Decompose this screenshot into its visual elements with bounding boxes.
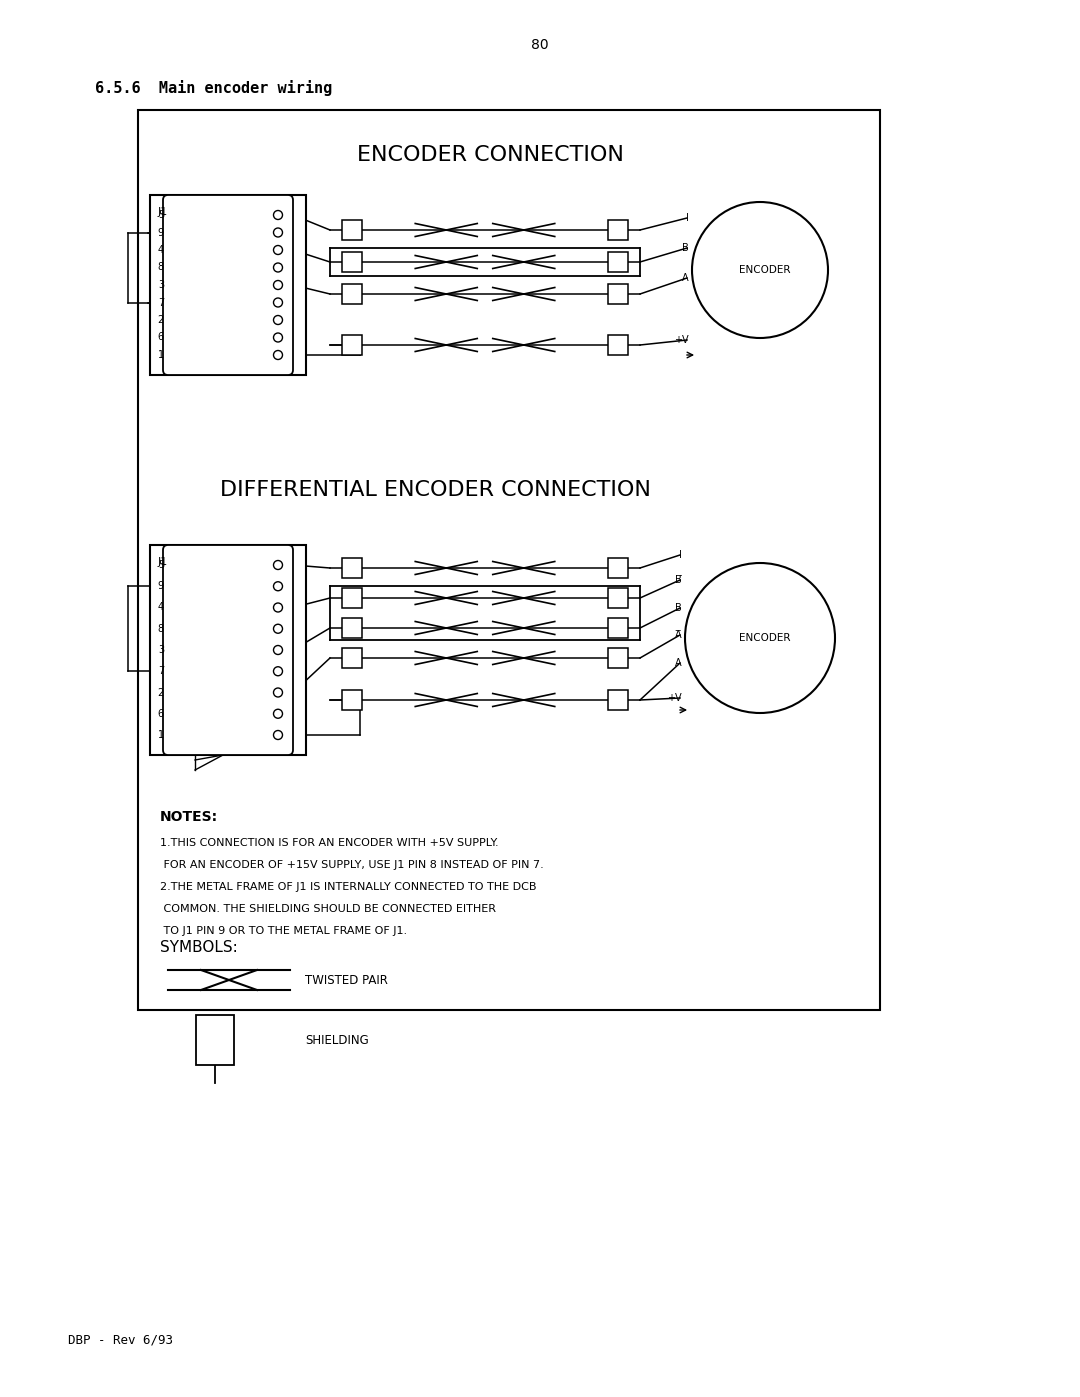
Text: SHIELDING: SHIELDING [305,1034,368,1046]
Text: 7: 7 [158,298,164,307]
FancyBboxPatch shape [163,196,293,374]
Bar [342,648,362,668]
Text: 3: 3 [158,645,164,655]
Text: 2.THE METAL FRAME OF J1 IS INTERNALLY CONNECTED TO THE DCB: 2.THE METAL FRAME OF J1 IS INTERNALLY CO… [160,882,537,893]
Circle shape [273,246,283,254]
Text: 1.THIS CONNECTION IS FOR AN ENCODER WITH +5V SUPPLY.: 1.THIS CONNECTION IS FOR AN ENCODER WITH… [160,838,499,848]
Circle shape [273,560,283,570]
Circle shape [273,316,283,324]
Text: J1: J1 [158,557,168,567]
Bar [195,1016,234,1065]
Bar [342,219,362,240]
Text: FOR AN ENCODER OF +15V SUPPLY, USE J1 PIN 8 INSTEAD OF PIN 7.: FOR AN ENCODER OF +15V SUPPLY, USE J1 PI… [160,861,543,870]
Text: 4: 4 [158,602,164,612]
Text: B: B [675,604,681,613]
Text: TWISTED PAIR: TWISTED PAIR [305,974,388,986]
Text: NOTES:: NOTES: [160,810,218,824]
Circle shape [273,281,283,289]
Text: +V: +V [667,693,681,703]
Text: 6.5.6  Main encoder wiring: 6.5.6 Main encoder wiring [95,80,333,96]
Text: 5: 5 [158,560,164,570]
Text: 5: 5 [158,210,164,219]
Circle shape [273,687,283,697]
Text: B: B [683,243,689,253]
Bar [150,545,306,754]
Bar [608,284,627,305]
Bar [150,196,306,374]
FancyBboxPatch shape [163,545,293,754]
Bar [608,251,627,272]
Text: 3: 3 [158,279,164,291]
Text: B̅: B̅ [675,576,681,585]
Text: J1: J1 [158,207,168,217]
Text: A̅: A̅ [675,630,681,640]
Text: 7: 7 [158,666,164,676]
Circle shape [273,581,283,591]
Bar [608,588,627,608]
Circle shape [273,263,283,272]
Circle shape [273,731,283,739]
Bar [608,335,627,355]
Text: SYMBOLS:: SYMBOLS: [160,940,238,956]
Text: I: I [686,212,689,224]
Circle shape [692,203,828,338]
Text: 2: 2 [158,687,164,697]
Bar [342,335,362,355]
Bar [342,557,362,578]
Text: 9: 9 [158,581,164,591]
Circle shape [685,563,835,712]
Text: I: I [679,550,681,560]
Text: DIFFERENTIAL ENCODER CONNECTION: DIFFERENTIAL ENCODER CONNECTION [219,481,650,500]
Text: 6: 6 [158,708,164,718]
Bar [342,690,362,710]
Text: DBP - Rev 6/93: DBP - Rev 6/93 [68,1334,173,1347]
Circle shape [273,351,283,359]
Bar [342,588,362,608]
Text: ENCODER: ENCODER [739,265,791,275]
Circle shape [273,666,283,676]
Text: 8: 8 [158,263,164,272]
Text: 8: 8 [158,623,164,634]
Bar [342,617,362,638]
Bar [608,219,627,240]
Text: 4: 4 [158,244,164,256]
Bar [342,284,362,305]
Circle shape [273,624,283,633]
Text: TO J1 PIN 9 OR TO THE METAL FRAME OF J1.: TO J1 PIN 9 OR TO THE METAL FRAME OF J1. [160,926,407,936]
Text: 9: 9 [158,228,164,237]
Text: 80: 80 [531,38,549,52]
Text: ENCODER CONNECTION: ENCODER CONNECTION [356,145,623,165]
Bar [342,251,362,272]
Bar [608,557,627,578]
Circle shape [273,604,283,612]
Bar [608,690,627,710]
Circle shape [273,710,283,718]
Circle shape [273,228,283,237]
Text: 1: 1 [158,731,164,740]
Text: A: A [683,272,689,284]
Bar [138,110,880,1010]
Text: 6: 6 [158,332,164,342]
Circle shape [273,211,283,219]
Bar [608,617,627,638]
Text: COMMON. THE SHIELDING SHOULD BE CONNECTED EITHER: COMMON. THE SHIELDING SHOULD BE CONNECTE… [160,904,496,914]
Text: +V: +V [674,335,689,345]
Circle shape [273,298,283,307]
Text: 2: 2 [158,314,164,326]
Text: ENCODER: ENCODER [739,633,791,643]
Text: 1: 1 [158,351,164,360]
Text: A: A [675,658,681,668]
Circle shape [273,332,283,342]
Circle shape [273,645,283,655]
Bar [608,648,627,668]
